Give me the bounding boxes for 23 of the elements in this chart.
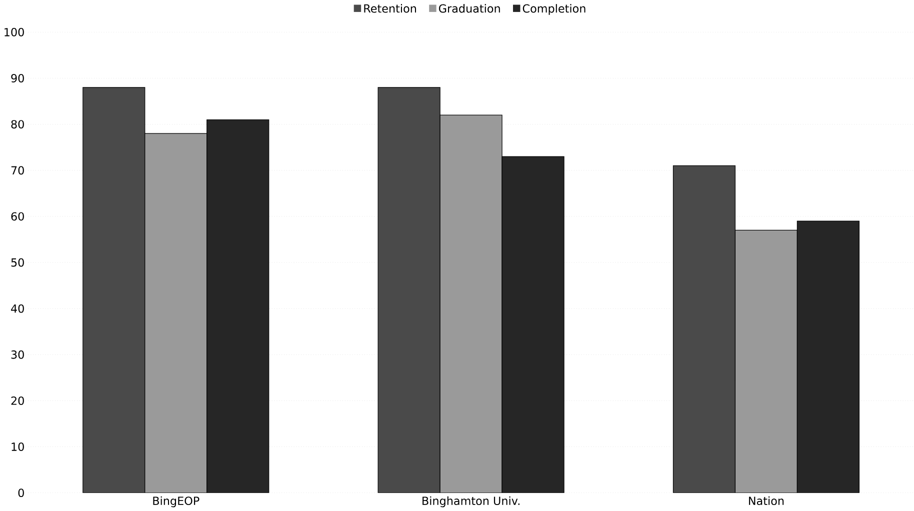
y-tick-label: 50 <box>11 258 24 267</box>
bar <box>734 230 798 494</box>
legend-label: Completion <box>522 4 586 16</box>
legend-label: Graduation <box>438 4 500 13</box>
bar <box>144 133 208 494</box>
bar <box>440 114 502 494</box>
x-tick-label: Nation <box>749 496 784 506</box>
bar <box>206 120 270 494</box>
y-tick-label: 90 <box>11 74 24 83</box>
y-tick-label: 20 <box>11 396 24 406</box>
y-tick-label: 100 <box>4 28 24 37</box>
y-tick-label: 80 <box>11 120 24 129</box>
y-tick-label: 30 <box>11 350 24 360</box>
bar <box>502 156 564 494</box>
x-tick-label: BingEOP <box>153 496 200 508</box>
bar <box>796 220 860 494</box>
y-tick-label: 40 <box>11 304 24 313</box>
y-tick-label: 60 <box>11 212 24 221</box>
y-tick-label: 10 <box>12 442 24 452</box>
y-tick-label: 0 <box>18 488 24 498</box>
legend-label: Retention <box>364 4 416 13</box>
y-tick-label: 70 <box>11 166 24 175</box>
x-tick-label: Binghamton Univ. <box>422 496 520 508</box>
